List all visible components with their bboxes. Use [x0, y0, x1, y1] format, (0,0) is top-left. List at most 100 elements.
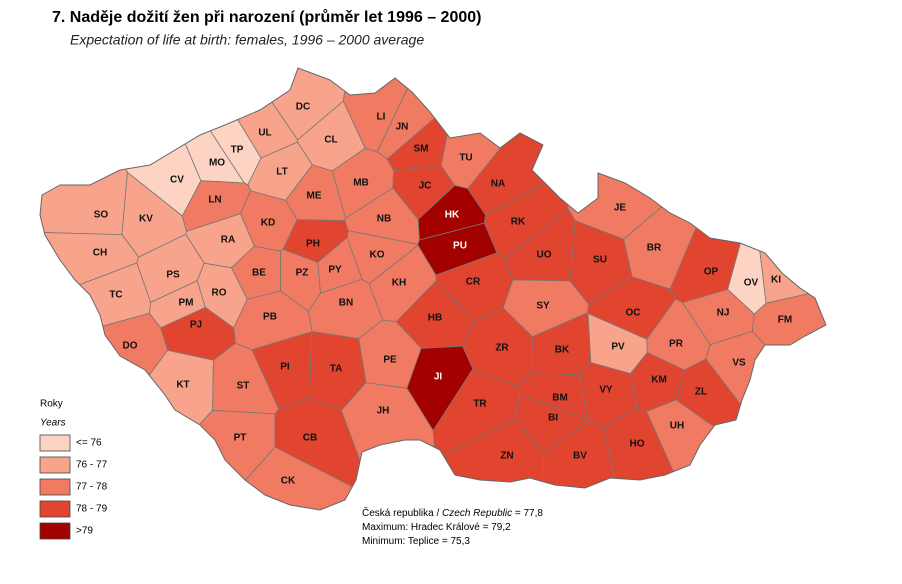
note: Maximum: Hradec Králové = 79,2	[362, 522, 511, 533]
country-border	[39, 67, 827, 511]
legend-swatch	[39, 478, 71, 496]
district-label: PY	[328, 265, 342, 276]
district-label: UO	[537, 250, 552, 261]
district-label: HK	[445, 210, 460, 221]
district-label: BN	[339, 298, 353, 309]
district-label: SY	[536, 301, 550, 312]
district-labels: DC UL TP MO CL LI JN SM TU CV LT NA JC MB ME SO KV LN KD HK…	[93, 102, 792, 487]
note: Česká republika / Czech Republic = 77,8	[362, 506, 543, 519]
district-label: DC	[296, 102, 310, 113]
district-label: KV	[139, 214, 153, 225]
district-label: UH	[670, 421, 684, 432]
legend-label: >79	[76, 526, 93, 537]
district-label: TA	[330, 364, 343, 375]
district	[40, 312, 169, 510]
district	[40, 68, 128, 236]
notes: Česká republika / Czech Republic = 77,8M…	[362, 506, 543, 547]
district-label: RA	[221, 235, 235, 246]
legend-label: <= 76	[76, 438, 102, 449]
legend-label: 78 - 79	[76, 504, 108, 515]
district-label: ME	[307, 191, 322, 202]
district-label: NB	[377, 214, 391, 225]
district-label: PS	[166, 270, 180, 281]
district-label: OP	[704, 267, 719, 278]
legend-title: Roky	[40, 399, 63, 410]
district-label: BM	[552, 393, 568, 404]
district-label: KM	[651, 375, 667, 386]
district-label: KT	[176, 380, 189, 391]
district-label: KI	[771, 275, 781, 286]
district	[467, 68, 591, 216]
note: Minimum: Teplice = 75,3	[362, 536, 470, 547]
district-label: SO	[94, 210, 109, 221]
district	[752, 68, 826, 304]
district-label: FM	[778, 315, 792, 326]
district-label: BV	[573, 451, 587, 462]
district	[173, 446, 409, 510]
district-label: PR	[669, 339, 684, 350]
district-label: KD	[261, 218, 275, 229]
district-label: ZL	[695, 387, 707, 398]
legend-swatch	[39, 522, 71, 540]
note-part: = 77,8	[512, 508, 543, 519]
district-label: MB	[353, 178, 369, 189]
district-label: CL	[324, 135, 337, 146]
legend-subtitle: Years	[40, 418, 66, 429]
district-label: DO	[123, 341, 138, 352]
district-label: LN	[208, 195, 221, 206]
district-label: NA	[491, 179, 505, 190]
district-label: BK	[555, 345, 570, 356]
district-label: BE	[252, 268, 266, 279]
district-label: KO	[370, 250, 385, 261]
district	[751, 272, 826, 493]
subtitle: Expectation of life at birth: females, 1…	[70, 32, 424, 48]
district-label: PJ	[190, 320, 202, 331]
legend-label: 76 - 77	[76, 460, 108, 471]
district-label: TC	[109, 290, 122, 301]
district-label: MO	[209, 158, 225, 169]
note-part: Maximum: Hradec Králové = 79,2	[362, 522, 511, 533]
district-label: BR	[647, 243, 662, 254]
district-label: TR	[473, 399, 487, 410]
district-label: BI	[548, 413, 558, 424]
district-label: ZN	[500, 451, 513, 462]
legend-swatch	[39, 500, 71, 518]
district-label: PT	[234, 433, 247, 444]
districts	[40, 68, 826, 510]
district-label: CK	[281, 476, 296, 487]
district-label: CV	[170, 175, 184, 186]
district-label: PZ	[296, 268, 309, 279]
district-label: PU	[453, 241, 467, 252]
district-label: JN	[396, 122, 409, 133]
district-label: OC	[626, 308, 641, 319]
district-label: KH	[392, 278, 406, 289]
district-label: NJ	[717, 308, 730, 319]
district-label: VS	[732, 358, 746, 369]
district-label: JC	[419, 181, 432, 192]
district	[562, 68, 793, 240]
district-label: HB	[428, 313, 442, 324]
district-label: PH	[306, 239, 320, 250]
district-label: HO	[630, 439, 645, 450]
district-label: PV	[611, 342, 625, 353]
legend: <= 76 76 - 77 77 - 78 78 - 79 >79	[39, 434, 108, 540]
district-label: TP	[231, 145, 244, 156]
district-label: JI	[434, 372, 443, 383]
district-label: ZR	[495, 343, 509, 354]
district-label: OV	[744, 278, 759, 289]
district-label: PB	[263, 312, 277, 323]
district-label: PM	[179, 298, 194, 309]
note-part: Czech Republic	[439, 508, 512, 519]
note-part: Česká republika /	[362, 506, 439, 519]
legend-swatch	[39, 456, 71, 474]
legend-swatch	[39, 434, 71, 452]
district-label: CH	[93, 248, 107, 259]
district-label: SU	[593, 255, 607, 266]
district-label: VY	[599, 385, 613, 396]
district-label: LT	[276, 167, 287, 178]
district-label: UL	[258, 128, 271, 139]
district-label: TU	[459, 153, 472, 164]
district-label: ST	[237, 381, 250, 392]
district-label: JH	[377, 406, 390, 417]
